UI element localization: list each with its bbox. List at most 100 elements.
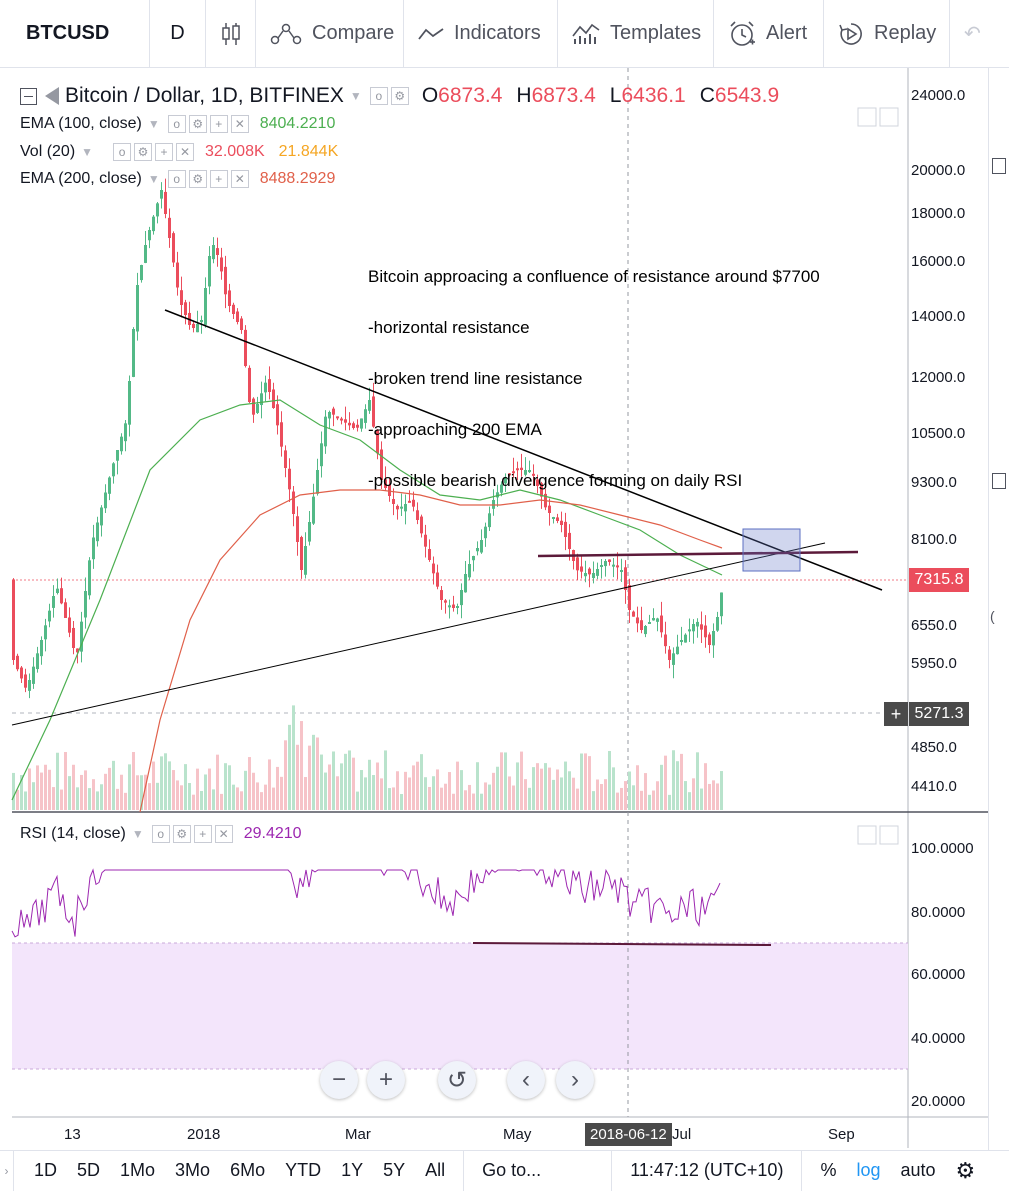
candle-body [348, 422, 351, 426]
volume-bar [412, 765, 415, 810]
caret-down-icon[interactable]: ▼ [131, 827, 144, 841]
plus-icon[interactable]: + [209, 115, 228, 133]
candle-body [488, 513, 491, 528]
replay-button[interactable]: Replay [824, 0, 950, 68]
auto-scale-button[interactable]: auto [900, 1160, 936, 1180]
volume-bar [280, 776, 283, 810]
reset-chart-button[interactable]: ↺ [438, 1061, 476, 1099]
range-3mo-button[interactable]: 3Mo [175, 1160, 211, 1180]
close-icon[interactable]: ✕ [230, 115, 249, 133]
range-6mo-button[interactable]: 6Mo [230, 1160, 266, 1180]
candle-body [288, 468, 291, 490]
collapse-icon[interactable] [20, 87, 37, 105]
candle-body [220, 257, 223, 272]
range-1d-button[interactable]: 1D [34, 1160, 58, 1180]
volume-bar [656, 781, 659, 810]
settings-icon[interactable]: ⚙ [390, 87, 409, 105]
candle-body [704, 625, 707, 638]
close-icon[interactable]: ✕ [176, 143, 195, 161]
eye-icon[interactable]: o [167, 170, 186, 188]
timezone-clock[interactable]: 11:47:12 (UTC+10) [630, 1160, 784, 1180]
caret-down-icon[interactable]: ▼ [349, 89, 362, 103]
range-all-button[interactable]: All [425, 1160, 446, 1180]
eye-icon[interactable]: o [369, 87, 388, 105]
add-alert-plus-icon[interactable]: + [884, 702, 908, 726]
candle-body [640, 620, 643, 630]
indicators-button[interactable]: Indicators [404, 0, 558, 68]
undo-button[interactable]: ↶ [950, 0, 995, 68]
ema100-label: EMA (100, close) [20, 115, 142, 132]
scroll-left-button[interactable]: ‹ [507, 1061, 545, 1099]
close-icon[interactable]: ✕ [214, 825, 233, 843]
ema200-label: EMA (200, close) [20, 170, 142, 187]
price-axis-tick: 5950.0 [911, 655, 957, 672]
candle-body [244, 329, 247, 366]
settings-icon[interactable]: ⚙ [134, 143, 153, 161]
caret-down-icon[interactable]: ▼ [147, 172, 160, 186]
settings-icon[interactable]: ⚙ [188, 115, 207, 133]
range-1mo-button[interactable]: 1Mo [120, 1160, 156, 1180]
sidebar-parenthesis-icon[interactable]: ( [990, 608, 995, 624]
scroll-right-button[interactable]: › [556, 1061, 594, 1099]
caret-down-icon[interactable]: ▼ [81, 145, 94, 159]
candle-body [580, 566, 583, 572]
candle-body [556, 517, 559, 521]
candle-body [276, 404, 279, 426]
volume-bar [360, 770, 363, 810]
settings-icon[interactable]: ⚙ [188, 170, 207, 188]
candle-body [484, 526, 487, 539]
expand-panel-icon[interactable]: › [0, 1150, 14, 1191]
volume-bar [352, 757, 355, 810]
volume-bar [228, 765, 231, 810]
templates-button[interactable]: Templates [558, 0, 714, 68]
settings-gear-icon[interactable]: ⚙ [955, 1157, 976, 1183]
chart-style-button[interactable] [206, 0, 256, 68]
volume-bar [544, 763, 547, 810]
rsi-line [11, 868, 721, 938]
annotation-text[interactable]: Bitcoin approacing a confluence of resis… [368, 234, 820, 506]
volume-bar [368, 759, 371, 810]
eye-icon[interactable]: o [151, 825, 170, 843]
candle-body [352, 423, 355, 428]
eye-icon[interactable]: o [113, 143, 132, 161]
candle-body [444, 600, 447, 603]
eye-icon[interactable]: o [167, 115, 186, 133]
candle-body [464, 574, 467, 593]
compare-button[interactable]: Compare [256, 0, 404, 68]
plus-icon[interactable]: + [155, 143, 174, 161]
volume-bar [704, 763, 707, 810]
volume-bar [416, 761, 419, 810]
chart-canvas[interactable] [0, 68, 988, 1160]
range-ytd-button[interactable]: YTD [285, 1160, 322, 1180]
candle-body [500, 484, 503, 493]
candle-body [480, 540, 483, 553]
symbol-search-button[interactable]: BTCUSD [0, 0, 150, 68]
candle-body [688, 629, 691, 632]
zoom-out-button[interactable]: − [320, 1061, 358, 1099]
plus-icon[interactable]: + [193, 825, 212, 843]
settings-icon[interactable]: ⚙ [172, 825, 191, 843]
chart-area[interactable] [0, 68, 988, 1160]
volume-bar [452, 793, 455, 810]
range-5y-button[interactable]: 5Y [383, 1160, 406, 1180]
volume-bar [104, 773, 107, 810]
zoom-in-button[interactable]: + [367, 1061, 405, 1099]
candle-body [116, 450, 119, 461]
candle-body [532, 473, 535, 476]
percent-scale-button[interactable]: % [820, 1160, 837, 1180]
close-icon[interactable]: ✕ [230, 170, 249, 188]
candle-body [624, 567, 627, 590]
sidebar-data-icon[interactable] [992, 473, 1006, 489]
goto-date-button[interactable]: Go to... [482, 1160, 542, 1180]
range-1y-button[interactable]: 1Y [341, 1160, 364, 1180]
plus-icon[interactable]: + [209, 170, 228, 188]
sidebar-widget-icon[interactable] [992, 158, 1006, 174]
interval-button[interactable]: D [150, 0, 206, 68]
volume-bar [424, 777, 427, 810]
candle-body [364, 409, 367, 423]
log-scale-button[interactable]: log [856, 1160, 881, 1180]
range-5d-button[interactable]: 5D [77, 1160, 101, 1180]
alert-button[interactable]: Alert [714, 0, 824, 68]
caret-down-icon[interactable]: ▼ [147, 117, 160, 131]
candle-body [608, 559, 611, 562]
